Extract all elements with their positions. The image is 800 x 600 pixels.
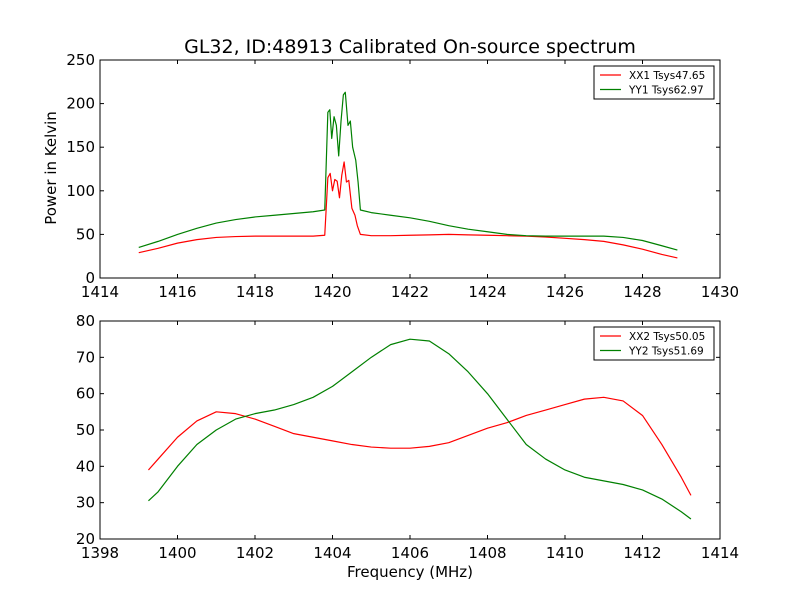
y-tick-label: 20	[76, 530, 95, 548]
top-spectrum-panel: 1414 1416 1418 1420 1422 1424 1426 1428 1430 0 50 1…	[66, 51, 739, 301]
legend-label-2: YY2 Tsys51.69	[628, 346, 704, 358]
chart-title: GL32, ID:48913 Calibrated On-source spec…	[184, 36, 636, 58]
y-tick-label: 70	[76, 348, 95, 366]
y-axis-label: Power in Kelvin	[42, 111, 60, 225]
legend-box	[593, 65, 715, 100]
x-tick-label: 1406	[391, 544, 429, 562]
x-tick-label: 1422	[391, 283, 429, 301]
series-line-2-1	[147, 396, 692, 496]
x-tick-label: 1426	[546, 283, 584, 301]
y-tick-label: 50	[76, 421, 95, 439]
y-tick-label: 60	[76, 385, 95, 403]
x-tick-label: 1408	[468, 544, 506, 562]
series-line-1-2	[138, 91, 678, 251]
x-tick-label: 1410	[546, 544, 584, 562]
bottom-spectrum-panel: 1398 1400 1402 1404 1406 1408 1410 1412 1414 20 30…	[76, 312, 739, 562]
series-line-1-1	[138, 161, 678, 259]
x-tick-label: 1404	[313, 544, 351, 562]
legend: XX1 Tsys47.65 YY1 Tsys62.97	[593, 65, 715, 100]
series-line-2-2	[148, 338, 692, 520]
x-tick-label: 1400	[158, 544, 196, 562]
y-tick-label: 150	[66, 138, 95, 156]
x-tick-label: 1414	[81, 283, 119, 301]
x-tick-label: 1418	[236, 283, 274, 301]
legend-label-2: YY1 Tsys62.97	[628, 85, 704, 97]
x-tick-label: 1412	[623, 544, 661, 562]
legend-label-1: XX1 Tsys47.65	[629, 70, 705, 82]
y-tick-label: 100	[66, 182, 95, 200]
legend: XX2 Tsys50.05 YY2 Tsys51.69	[593, 326, 715, 361]
y-tick-label: 40	[76, 457, 95, 475]
y-tick-label: 80	[76, 312, 95, 330]
legend-box	[593, 326, 715, 361]
x-tick-label: 1428	[623, 283, 661, 301]
y-tick-label: 30	[76, 494, 95, 512]
x-tick-label: 1398	[81, 544, 119, 562]
x-tick-label: 1414	[701, 544, 739, 562]
y-tick-label: 0	[85, 269, 95, 287]
x-tick-label: 1424	[468, 283, 506, 301]
x-tick-label: 1416	[158, 283, 196, 301]
y-tick-label: 250	[66, 51, 95, 69]
legend-label-1: XX2 Tsys50.05	[629, 331, 705, 343]
y-tick-label: 50	[76, 225, 95, 243]
x-tick-label: 1430	[701, 283, 739, 301]
y-tick-label: 200	[66, 95, 95, 113]
x-axis-label: Frequency (MHz)	[347, 563, 473, 581]
x-tick-label: 1402	[236, 544, 274, 562]
x-tick-label: 1420	[313, 283, 351, 301]
